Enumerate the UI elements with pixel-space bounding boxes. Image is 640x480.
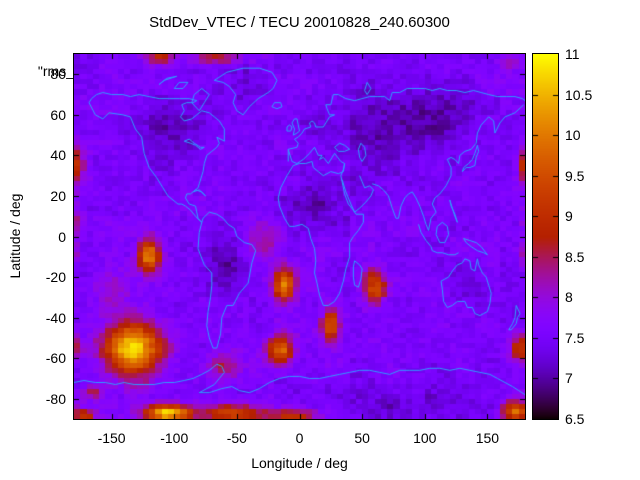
colorbar-tick-label: 10.5: [565, 86, 593, 103]
y-tick-label: -20: [45, 269, 66, 286]
colorbar-tick-label: 9.5: [565, 167, 585, 184]
colorbar-tick-label: 10: [565, 127, 581, 144]
y-tick-label: 20: [50, 187, 66, 204]
x-tick-label: 150: [475, 430, 500, 446]
heatmap-canvas: [74, 54, 525, 419]
x-tick-label: 0: [295, 430, 304, 446]
colorbar-tick-label: 8.5: [565, 248, 585, 265]
y-tick-label: 40: [50, 147, 66, 164]
x-tick-label: 100: [413, 430, 437, 446]
plot-area: [73, 53, 526, 420]
x-tick-label: -50: [226, 430, 247, 446]
colorbar-canvas: [533, 54, 558, 419]
colorbar-tick-label: 7.5: [565, 329, 585, 346]
x-tick-label: -100: [160, 430, 189, 446]
colorbar: [532, 53, 559, 420]
y-tick-label: -60: [45, 350, 66, 367]
y-tick-label: 80: [50, 66, 66, 83]
chart-title: StdDev_VTEC / TECU 20010828_240.60300: [149, 14, 450, 31]
y-tick-label: 60: [50, 106, 66, 123]
x-axis-label: Longitude / deg: [251, 455, 348, 471]
colorbar-tick-label: 7: [565, 370, 573, 387]
y-tick-label: 0: [58, 228, 66, 245]
colorbar-tick-label: 6.5: [565, 411, 585, 427]
y-tick-label: -40: [45, 309, 66, 326]
x-tick-label: -150: [97, 430, 126, 446]
x-tick-label: 50: [354, 430, 370, 446]
colorbar-tick-label: 8: [565, 289, 573, 306]
colorbar-tick-label: 11: [565, 46, 580, 62]
colorbar-tick-label: 9: [565, 208, 573, 225]
key-label-rms: "rms_: [37, 63, 74, 79]
y-tick-label: -80: [45, 390, 66, 407]
